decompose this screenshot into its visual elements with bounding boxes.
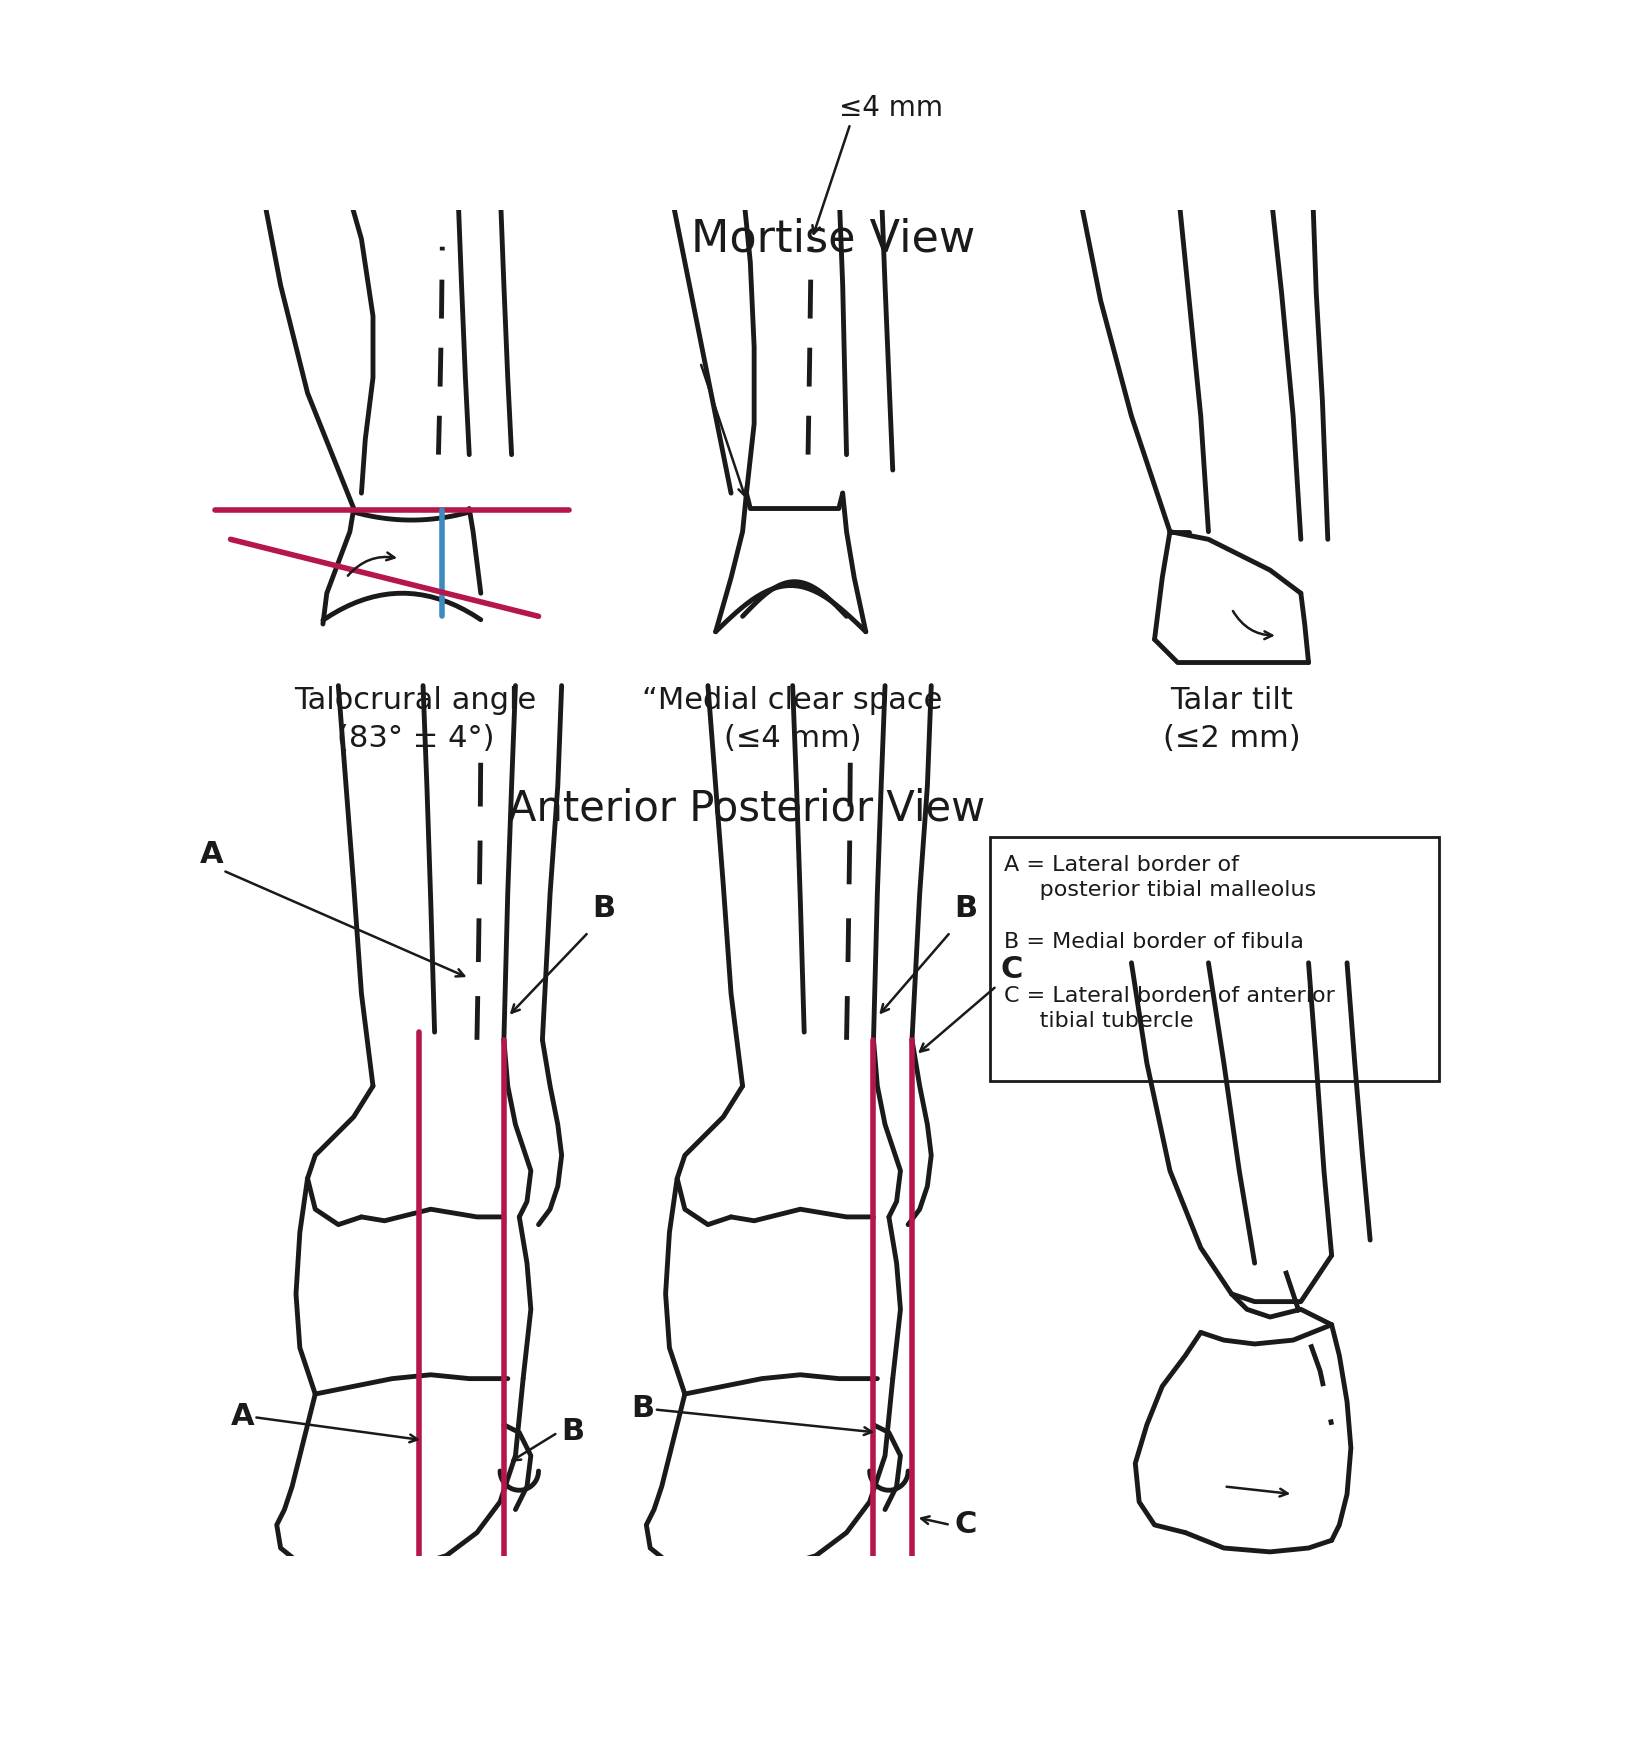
Text: Talocrural angle
(83° ± 4°): Talocrural angle (83° ± 4°) — [294, 685, 537, 753]
Text: ≤4 mm: ≤4 mm — [840, 94, 942, 122]
Text: Talar tilt
(≤2 mm): Talar tilt (≤2 mm) — [1163, 685, 1300, 753]
Text: A: A — [231, 1402, 254, 1432]
Text: B: B — [955, 893, 978, 923]
Text: A = Lateral border of
     posterior tibial malleolus: A = Lateral border of posterior tibial m… — [1004, 855, 1316, 900]
FancyBboxPatch shape — [989, 837, 1438, 1082]
Text: B: B — [561, 1418, 584, 1446]
Text: C = Lateral border of anterior
     tibial tubercle: C = Lateral border of anterior tibial tu… — [1004, 986, 1336, 1031]
Text: B: B — [631, 1395, 654, 1423]
Text: B: B — [592, 893, 615, 923]
Text: Anterior Posterior View: Anterior Posterior View — [508, 788, 984, 830]
Text: B = Medial border of fibula: B = Medial border of fibula — [1004, 932, 1305, 953]
Text: C: C — [1001, 954, 1023, 984]
Text: “Medial clear space
(≤4 mm): “Medial clear space (≤4 mm) — [643, 685, 942, 753]
Text: Mortise View: Mortise View — [691, 217, 976, 260]
Text: C: C — [955, 1510, 976, 1538]
Text: A: A — [200, 839, 223, 869]
